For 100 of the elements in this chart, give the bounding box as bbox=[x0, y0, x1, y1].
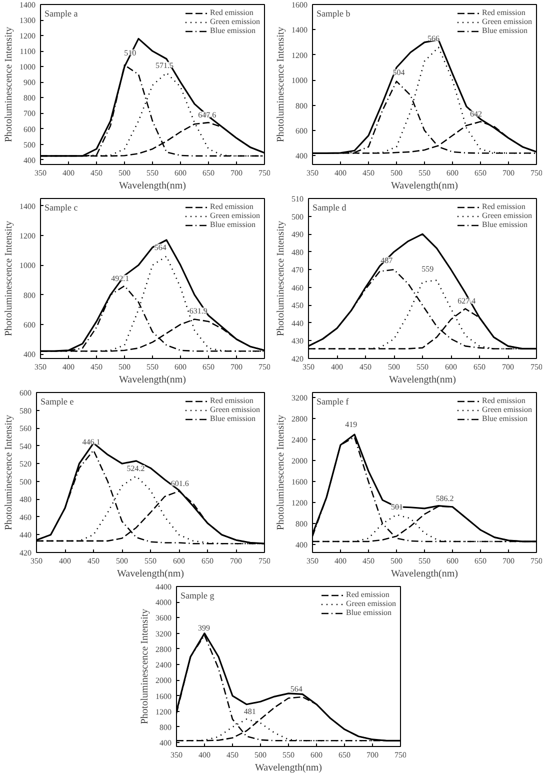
y-tick-label: 2000 bbox=[292, 456, 308, 466]
legend-label: Green emission bbox=[482, 211, 532, 220]
y-tick-label: 1600 bbox=[156, 692, 172, 701]
legend-label: Red emission bbox=[210, 202, 254, 211]
x-tick-label: 400 bbox=[62, 362, 74, 372]
annotation: 586.2 bbox=[436, 494, 454, 503]
annotation: 487 bbox=[380, 256, 393, 265]
legend-label: Red emission bbox=[482, 202, 526, 211]
text: Sample b bbox=[316, 8, 351, 18]
y-tick-label: 480 bbox=[20, 495, 32, 504]
y-axis-title: Photoluminescence Intensity bbox=[276, 414, 286, 530]
x-tick-label: 700 bbox=[502, 556, 514, 566]
y-tick-label: 3600 bbox=[156, 614, 172, 623]
x-tick-label: 650 bbox=[202, 556, 214, 566]
chart-title: Sample g bbox=[180, 590, 215, 600]
y-axis-title: Photoluminescence Intensity bbox=[276, 26, 286, 142]
y-tick-label: 800 bbox=[24, 94, 36, 103]
y-tick-label: 1300 bbox=[20, 16, 36, 26]
y-tick-label: 800 bbox=[296, 520, 308, 529]
x-tick-label: 500 bbox=[118, 362, 130, 372]
x-tick-label: 600 bbox=[446, 556, 458, 566]
y-tick-label: 900 bbox=[24, 78, 36, 88]
y-axis-title: Photoluminescence Intensity bbox=[4, 414, 14, 530]
y-tick-label: 500 bbox=[292, 212, 304, 222]
y-tick-label: 2400 bbox=[156, 660, 172, 670]
y-axis-title: Photoluminescence Intensity bbox=[276, 220, 286, 336]
x-tick-label: 450 bbox=[360, 362, 372, 372]
y-tick-label: 400 bbox=[296, 152, 308, 161]
x-tick-label: 700 bbox=[366, 750, 378, 760]
x-tick-label: 500 bbox=[388, 362, 400, 372]
text: Sample f bbox=[316, 396, 349, 406]
annotation: 510 bbox=[124, 48, 136, 58]
y-tick-label: 440 bbox=[292, 318, 304, 328]
legend-label: Green emission bbox=[482, 17, 532, 26]
x-tick-label: 650 bbox=[474, 362, 486, 372]
x-tick-label: 550 bbox=[282, 750, 294, 760]
y-tick-label: 2800 bbox=[292, 414, 308, 424]
x-tick-label: 550 bbox=[418, 168, 430, 178]
x-tick-label: 400 bbox=[334, 556, 346, 566]
x-axis-title: Wavelength(nm) bbox=[119, 180, 186, 192]
y-tick-label: 2800 bbox=[156, 644, 172, 654]
x-tick-label: 400 bbox=[62, 168, 74, 178]
x-tick-label: 400 bbox=[331, 362, 343, 372]
y-tick-label: 2400 bbox=[292, 436, 308, 445]
x-tick-label: 650 bbox=[474, 168, 486, 178]
x-tick-label: 550 bbox=[418, 556, 430, 566]
x-axis-title: Wavelength(nm) bbox=[119, 374, 186, 386]
x-tick-label: 750 bbox=[258, 362, 270, 372]
y-axis-title: Photoluminescence Intensity bbox=[140, 608, 150, 724]
x-tick-label: 450 bbox=[90, 168, 102, 178]
legend-label: Blue emission bbox=[210, 414, 256, 423]
x-tick-label: 450 bbox=[90, 362, 102, 372]
y-tick-label: 1000 bbox=[292, 76, 308, 86]
y-tick-label: 420 bbox=[20, 548, 32, 558]
annotation: 566 bbox=[427, 34, 440, 44]
x-tick-label: 600 bbox=[445, 362, 457, 372]
y-tick-label: 470 bbox=[292, 266, 304, 275]
y-tick-label: 600 bbox=[20, 388, 32, 398]
y-tick-label: 440 bbox=[20, 530, 32, 540]
x-tick-label: 750 bbox=[394, 750, 406, 760]
chart-title: Sample d bbox=[312, 202, 347, 212]
y-tick-label: 490 bbox=[292, 230, 304, 240]
x-tick-label: 700 bbox=[502, 362, 514, 372]
x-tick-label: 350 bbox=[34, 362, 46, 372]
x-tick-label: 400 bbox=[59, 556, 71, 566]
legend-label: Blue emission bbox=[482, 220, 528, 229]
annotation: 419 bbox=[345, 420, 358, 429]
x-tick-label: 350 bbox=[306, 168, 318, 178]
x-tick-label: 650 bbox=[202, 168, 214, 178]
annotation: 627.4 bbox=[458, 296, 476, 306]
y-tick-label: 3200 bbox=[156, 629, 172, 638]
legend-label: Blue emission bbox=[482, 414, 528, 423]
x-tick-label: 550 bbox=[146, 168, 158, 178]
y-tick-label: 400 bbox=[296, 540, 308, 550]
x-tick-label: 550 bbox=[144, 556, 156, 566]
y-tick-label: 1200 bbox=[292, 50, 308, 60]
x-tick-label: 400 bbox=[334, 168, 346, 178]
y-tick-label: 600 bbox=[24, 124, 36, 134]
y-tick-label: 450 bbox=[292, 301, 304, 310]
y-tick-label: 1000 bbox=[20, 62, 36, 72]
annotation: 446.1 bbox=[82, 437, 100, 446]
y-tick-label: 420 bbox=[292, 354, 304, 364]
legend-label: Green emission bbox=[210, 17, 260, 26]
y-tick-label: 800 bbox=[24, 290, 36, 300]
y-tick-label: 510 bbox=[292, 194, 304, 204]
x-tick-label: 750 bbox=[258, 168, 270, 178]
annotation: 481 bbox=[244, 707, 256, 716]
y-tick-label: 1100 bbox=[20, 47, 36, 56]
y-tick-label: 430 bbox=[292, 336, 304, 346]
x-tick-label: 750 bbox=[258, 556, 270, 566]
y-tick-label: 3200 bbox=[292, 394, 308, 403]
legend-label: Blue emission bbox=[346, 608, 392, 617]
x-tick-label: 700 bbox=[230, 168, 242, 178]
legend-label: Green emission bbox=[210, 211, 260, 220]
legend-label: Red emission bbox=[346, 590, 390, 599]
y-tick-label: 1200 bbox=[20, 232, 36, 241]
x-axis-title: Wavelength(nm) bbox=[255, 762, 322, 774]
x-tick-label: 500 bbox=[390, 168, 402, 178]
legend-label: Blue emission bbox=[210, 220, 256, 229]
y-tick-label: 1200 bbox=[156, 707, 172, 716]
